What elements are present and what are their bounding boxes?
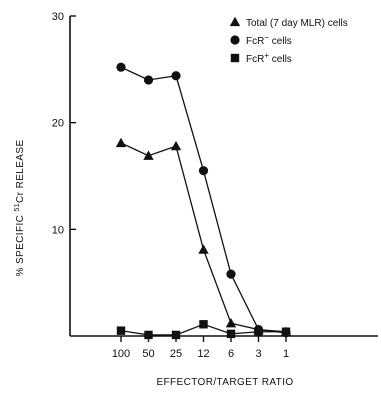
x-tick-label: 12 — [197, 348, 209, 360]
y-tick-label: 30 — [52, 11, 64, 23]
data-point — [198, 166, 209, 176]
data-point — [116, 326, 126, 335]
x-tick-label: 100 — [112, 348, 130, 360]
legend-marker-triangle — [229, 16, 241, 27]
data-point — [143, 75, 154, 85]
data-point — [170, 140, 182, 151]
data-point — [226, 329, 236, 339]
x-tick-label: 3 — [255, 348, 261, 360]
x-axis-title: EFFECTOR/TARGET RATIO — [156, 377, 293, 388]
y-tick-label: 10 — [52, 224, 64, 236]
series-circle — [116, 62, 291, 338]
data-point — [199, 320, 208, 329]
x-tick-label: 6 — [228, 348, 234, 360]
data-point — [171, 71, 181, 81]
y-axis-title-sup: 51 — [14, 203, 21, 212]
data-point — [225, 318, 237, 328]
series-square — [116, 320, 291, 340]
data-point — [198, 244, 209, 254]
legend-label-text: cells — [269, 54, 292, 65]
legend-marker-circle — [230, 35, 240, 45]
data-point — [281, 327, 291, 336]
y-axis-title-post: Cr RELEASE — [15, 139, 26, 202]
data-point — [226, 269, 236, 279]
y-tick-label: 20 — [52, 118, 64, 130]
data-point — [143, 150, 154, 160]
legend-label: FcR+ cells — [246, 51, 292, 65]
legend-label-sup: + — [264, 51, 269, 60]
legend-label: FcR− cells — [246, 33, 292, 47]
legend-label-text: cells — [269, 36, 292, 47]
axes: 10 20 30 100 50 25 12 6 3 1 — [52, 11, 378, 360]
series-layer — [115, 62, 292, 340]
data-point — [116, 62, 126, 72]
data-point — [144, 330, 153, 340]
legend-label-sup: − — [264, 33, 269, 42]
legend-marker-square — [230, 53, 240, 63]
series-line — [120, 66, 287, 334]
legend-label-text: FcR — [246, 36, 264, 47]
y-axis-title: % SPECIFIC 51Cr RELEASE — [14, 139, 26, 276]
data-point — [171, 330, 181, 340]
data-point — [115, 137, 127, 148]
legend-label-text: FcR — [246, 54, 264, 65]
x-tick-label: 50 — [142, 348, 154, 360]
x-tick-label: 25 — [170, 348, 182, 360]
legend-label-text: Total (7 day MLR) cells — [246, 18, 348, 29]
data-point — [254, 327, 263, 336]
y-axis-title-pre: % SPECIFIC — [15, 212, 26, 277]
legend-label: Total (7 day MLR) cells — [246, 18, 348, 29]
x-tick-label: 1 — [283, 348, 289, 360]
